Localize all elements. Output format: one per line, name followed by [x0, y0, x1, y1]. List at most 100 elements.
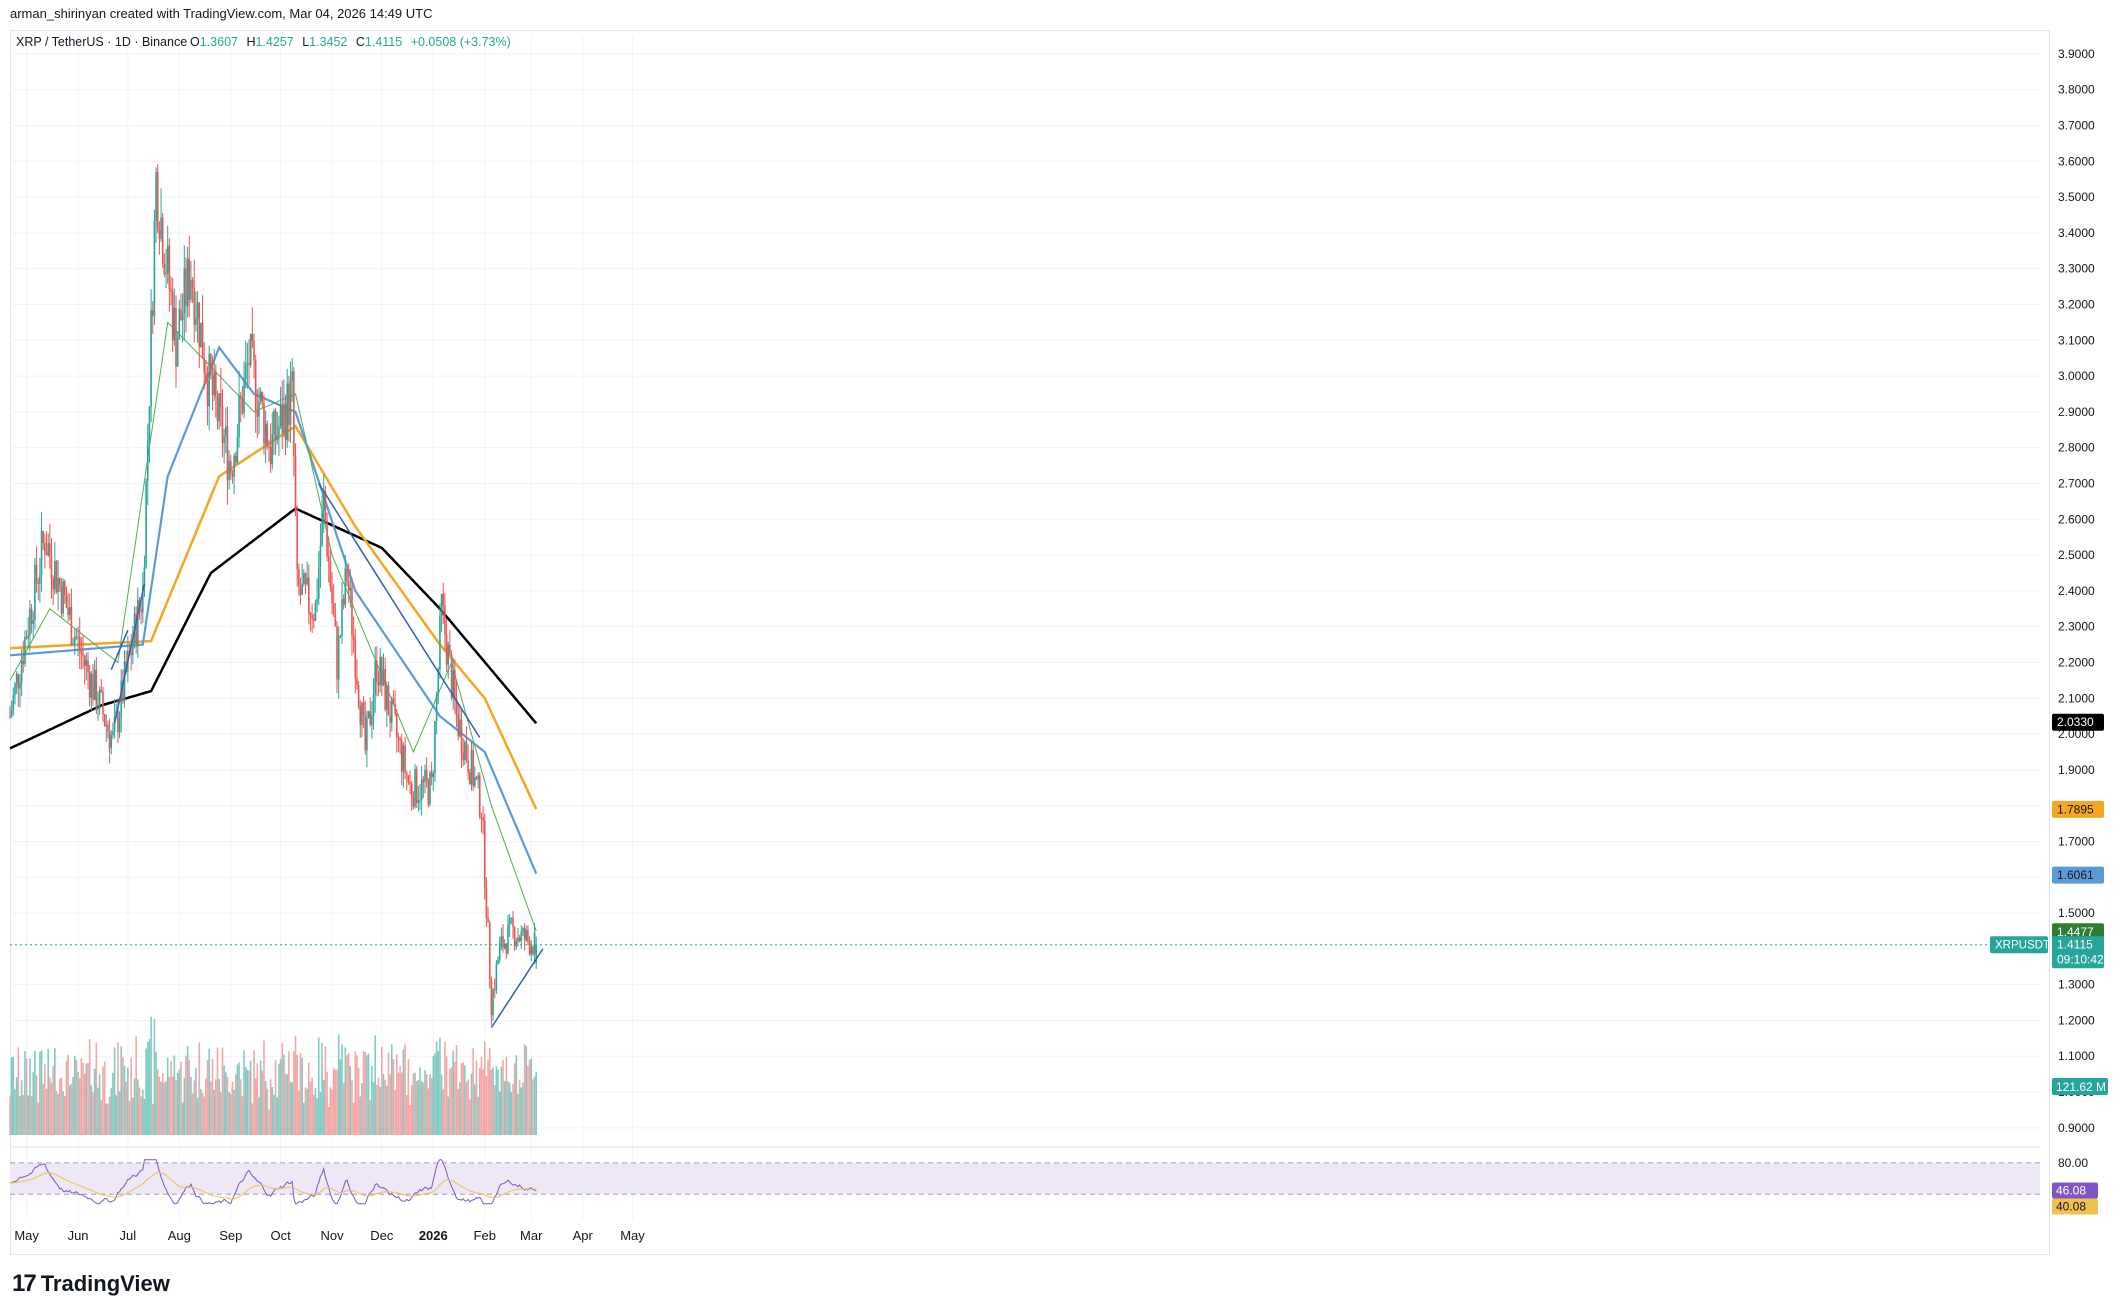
volume-bar — [127, 1067, 129, 1135]
volume-bar — [15, 1077, 18, 1135]
chart-author-caption: arman_shirinyan created with TradingView… — [10, 6, 433, 21]
candle-body — [412, 796, 415, 807]
volume-bar — [400, 1072, 403, 1135]
volume-bar — [502, 1060, 504, 1135]
candle-body — [180, 309, 182, 321]
volume-bar — [60, 1077, 63, 1135]
candle-body — [158, 229, 161, 240]
candle-body — [203, 357, 206, 373]
volume-bar — [296, 1054, 298, 1135]
volume-bar — [460, 1063, 463, 1135]
volume-bar — [312, 1094, 315, 1135]
volume-bar — [356, 1055, 358, 1135]
candle-body — [62, 581, 64, 614]
candle-body — [465, 742, 468, 760]
candle-body — [472, 750, 474, 787]
volume-bar — [530, 1058, 533, 1135]
volume-bar — [70, 1083, 73, 1135]
volume-bar — [294, 1035, 297, 1135]
volume-bar — [485, 1076, 488, 1135]
candle-body — [145, 481, 147, 567]
candle-body — [135, 613, 137, 647]
candle-body — [278, 426, 280, 436]
price-label-bg — [2052, 923, 2104, 941]
candle-body — [485, 887, 488, 919]
volume-bar — [160, 1081, 162, 1135]
candle-body — [435, 694, 438, 721]
volume-bar — [175, 1079, 177, 1135]
volume-bar — [191, 1093, 194, 1135]
volume-bar — [24, 1051, 26, 1135]
symbol-tag: XRPUSDT — [1995, 940, 2050, 952]
volume-bar — [120, 1046, 123, 1135]
volume-bar — [196, 1097, 199, 1135]
candle-body — [112, 731, 114, 736]
candle-body — [286, 383, 289, 441]
volume-bar — [110, 1088, 113, 1135]
volume-bar — [77, 1072, 79, 1135]
chart-panel[interactable] — [10, 30, 2050, 1255]
volume-bar — [492, 1067, 494, 1135]
volume-bar — [238, 1062, 240, 1135]
tradingview-logo[interactable]: 17 TradingView — [12, 1270, 170, 1298]
volume-bar — [150, 1016, 152, 1135]
candle-body — [387, 685, 390, 716]
candle-body — [249, 333, 252, 365]
candle-body — [522, 928, 524, 932]
candle-body — [70, 606, 73, 645]
candle-body — [276, 435, 279, 441]
volume-bar — [158, 1076, 161, 1135]
low-value: 1.3452 — [309, 35, 347, 49]
candle-body — [376, 660, 378, 682]
volume-bar — [122, 1057, 124, 1135]
candle-body — [384, 668, 386, 710]
volume-bar — [465, 1082, 468, 1135]
candle-body — [233, 455, 235, 477]
volume-bar — [346, 1055, 348, 1135]
volume-bar — [434, 1053, 436, 1135]
candle-body — [34, 564, 36, 620]
candle-body — [298, 568, 300, 587]
candle-body — [175, 307, 177, 367]
volume-bar — [497, 1069, 499, 1135]
candle-body — [253, 341, 255, 361]
y-tick-label: 2.8000 — [2058, 441, 2095, 455]
x-tick-label: Dec — [370, 1228, 394, 1243]
volume-bar — [12, 1056, 15, 1135]
candle-body — [419, 799, 421, 801]
candle-body — [142, 586, 144, 613]
volume-bar — [376, 1084, 378, 1135]
candle-body — [512, 917, 514, 928]
candle-body — [75, 636, 78, 638]
volume-bar — [412, 1073, 415, 1135]
volume-bar — [87, 1062, 89, 1135]
volume-bar — [243, 1050, 245, 1135]
candle-body — [309, 612, 312, 616]
volume-bar — [20, 1080, 23, 1135]
volume-bar — [379, 1087, 381, 1135]
candle-body — [153, 221, 156, 316]
candle-body — [25, 637, 28, 639]
candle-body — [532, 946, 534, 955]
volume-bar — [176, 1072, 179, 1135]
volume-bar — [39, 1051, 41, 1135]
volume-bar — [85, 1063, 88, 1135]
candle-body — [334, 615, 337, 627]
volume-bar — [29, 1058, 31, 1135]
candle-body — [503, 943, 506, 949]
candle-body — [143, 566, 146, 587]
candle-body — [372, 694, 375, 716]
candle-body — [176, 339, 179, 367]
symbol-title[interactable]: XRP / TetherUS · 1D · Binance — [16, 35, 187, 49]
y-tick-label: 2.5000 — [2058, 548, 2095, 562]
volume-bar — [137, 1079, 139, 1135]
volume-bar — [324, 1046, 327, 1135]
volume-bar — [478, 1068, 481, 1135]
candle-body — [336, 626, 338, 680]
volume-bar — [132, 1097, 134, 1135]
volume-bar — [483, 1041, 486, 1135]
price-label: 1.4477 — [2057, 925, 2094, 939]
candle-body — [190, 279, 192, 300]
volume-bar — [244, 1066, 247, 1135]
